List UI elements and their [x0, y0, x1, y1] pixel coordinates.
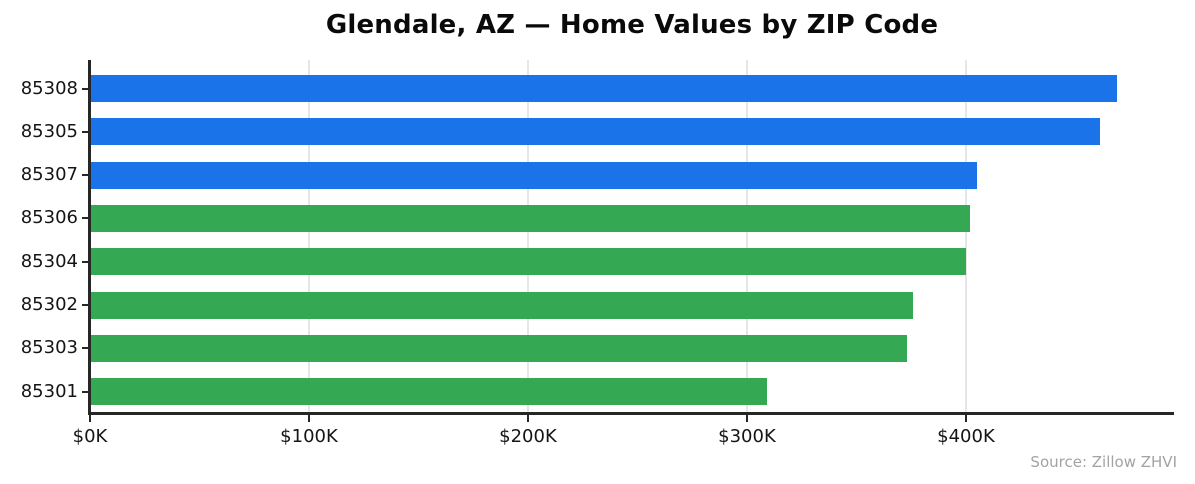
y-axis-spine: [88, 60, 91, 415]
chart-title: Glendale, AZ — Home Values by ZIP Code: [325, 10, 939, 40]
bar-85307: [90, 162, 977, 189]
bar-85304: [90, 248, 966, 275]
x-axis-spine: [88, 412, 1174, 415]
y-tick-label-85304: 85304: [20, 251, 78, 272]
y-tick-mark-85307: [82, 174, 89, 176]
x-tick-mark-300k: [745, 415, 748, 422]
source-note: Source: Zillow ZHVI: [1030, 453, 1177, 471]
gridline-200k: [526, 60, 529, 414]
x-tick-mark-0k: [89, 415, 91, 422]
bar-85303: [90, 335, 907, 362]
bar-85306: [90, 205, 970, 232]
x-tick-label-100k: $100K: [280, 426, 338, 447]
y-tick-mark-85304: [82, 261, 89, 263]
y-tick-label-85308: 85308: [20, 78, 78, 99]
y-tick-label-85305: 85305: [20, 121, 78, 142]
y-tick-label-85301: 85301: [20, 381, 78, 402]
y-axis-labels: 85308 85305 85307 85306 85304 85302 85303 85301: [0, 60, 78, 414]
y-tick-mark-85306: [82, 217, 89, 219]
y-tick-mark-85302: [82, 304, 89, 306]
y-tick-mark-85303: [82, 347, 89, 349]
gridline-400k: [964, 60, 967, 414]
gridline-300k: [745, 60, 748, 414]
x-tick-mark-400k: [964, 415, 967, 422]
bar-85301: [90, 378, 767, 405]
x-tick-label-0k: $0K: [72, 426, 108, 447]
y-tick-label-85303: 85303: [20, 337, 78, 358]
x-tick-label-200k: $200K: [499, 426, 557, 447]
y-tick-label-85306: 85306: [20, 207, 78, 228]
x-tick-label-400k: $400K: [937, 426, 995, 447]
plot-area: [90, 60, 1174, 414]
y-tick-label-85302: 85302: [20, 294, 78, 315]
bar-85305: [90, 118, 1100, 145]
x-tick-mark-100k: [307, 415, 310, 422]
y-tick-mark-85301: [82, 391, 89, 393]
bar-85308: [90, 75, 1117, 102]
bar-85302: [90, 292, 913, 319]
x-tick-mark-200k: [526, 415, 529, 422]
gridline-100k: [307, 60, 310, 414]
x-tick-label-300k: $300K: [718, 426, 776, 447]
y-tick-label-85307: 85307: [20, 164, 78, 185]
x-axis-area: $0K $100K $200K $300K $400K: [73, 415, 1180, 460]
y-tick-mark-85308: [82, 88, 89, 90]
y-tick-mark-85305: [82, 131, 89, 133]
